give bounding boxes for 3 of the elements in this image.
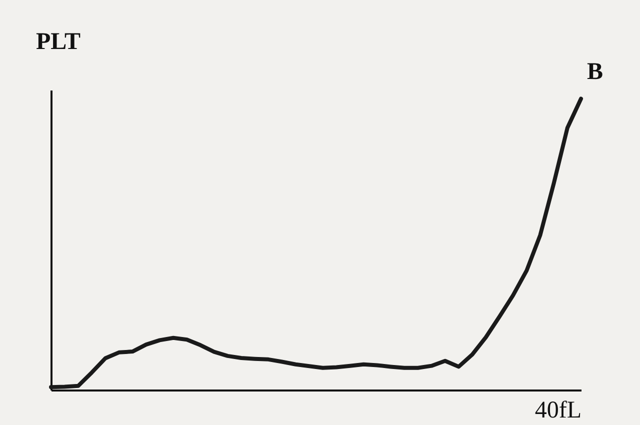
x-axis-title: 40fL	[534, 398, 582, 424]
chart-title: PLT	[36, 29, 80, 55]
text: B	[586, 59, 603, 85]
